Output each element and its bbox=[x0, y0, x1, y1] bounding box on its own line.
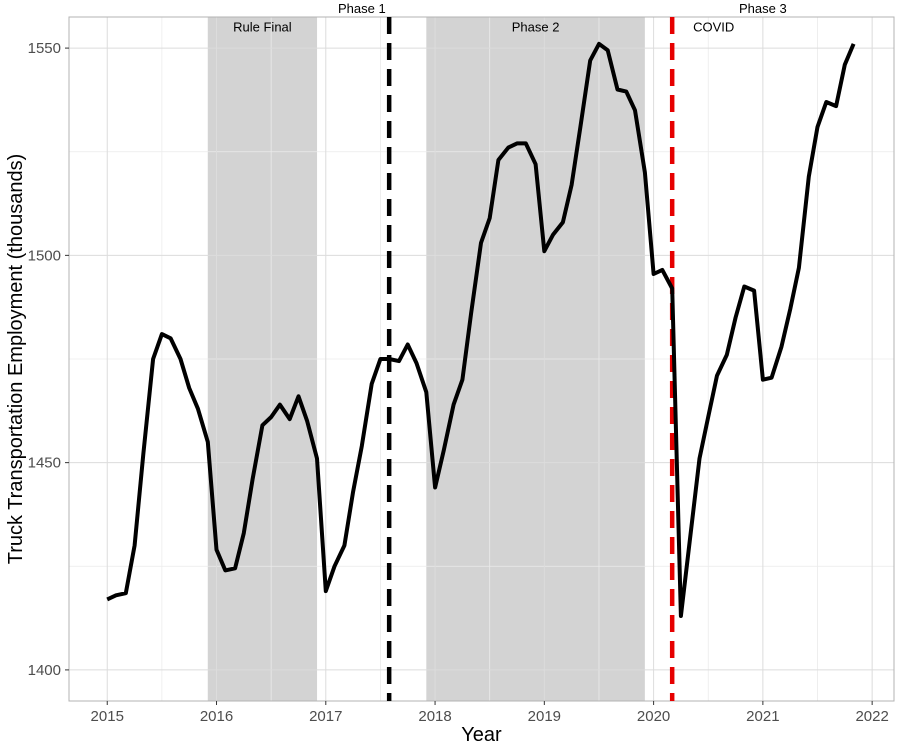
x-tick-label: 2020 bbox=[637, 708, 670, 725]
x-axis-ticks: 2015 2016 2017 2018 2019 2020 2021 2022 bbox=[91, 701, 889, 725]
x-tick-label: 2018 bbox=[418, 708, 451, 725]
x-tick-label: 2015 bbox=[91, 708, 124, 725]
gridlines bbox=[69, 17, 894, 701]
x-tick-label: 2022 bbox=[855, 708, 888, 725]
series-line-1 bbox=[106, 41, 856, 618]
x-tick-label: 2017 bbox=[309, 708, 342, 725]
y-tick-label: 1400 bbox=[28, 662, 61, 679]
annotation-covid: COVID bbox=[693, 20, 734, 35]
annotations: Rule Final Phase 1 Phase 2 COVID Phase 3 bbox=[233, 1, 787, 35]
y-axis-title: Truck Transportation Employment (thousan… bbox=[5, 154, 27, 565]
plot-panel-border bbox=[68, 16, 895, 702]
y-tick-label: 1450 bbox=[28, 455, 61, 472]
y-tick-label: 1550 bbox=[28, 40, 61, 57]
x-axis-title: Year bbox=[461, 724, 502, 746]
x-tick-label: 2019 bbox=[528, 708, 561, 725]
annotation-phase-1: Phase 1 bbox=[338, 1, 386, 16]
y-axis-ticks: 1400 1450 1500 1550 bbox=[28, 40, 69, 679]
y-tick-label: 1500 bbox=[28, 247, 61, 264]
x-tick-label: 2016 bbox=[200, 708, 233, 725]
series-layer bbox=[106, 41, 856, 618]
annotation-rule-final: Rule Final bbox=[233, 20, 292, 35]
annotation-phase-3: Phase 3 bbox=[739, 1, 787, 16]
x-tick-label: 2021 bbox=[746, 708, 779, 725]
annotation-phase-2: Phase 2 bbox=[512, 20, 560, 35]
